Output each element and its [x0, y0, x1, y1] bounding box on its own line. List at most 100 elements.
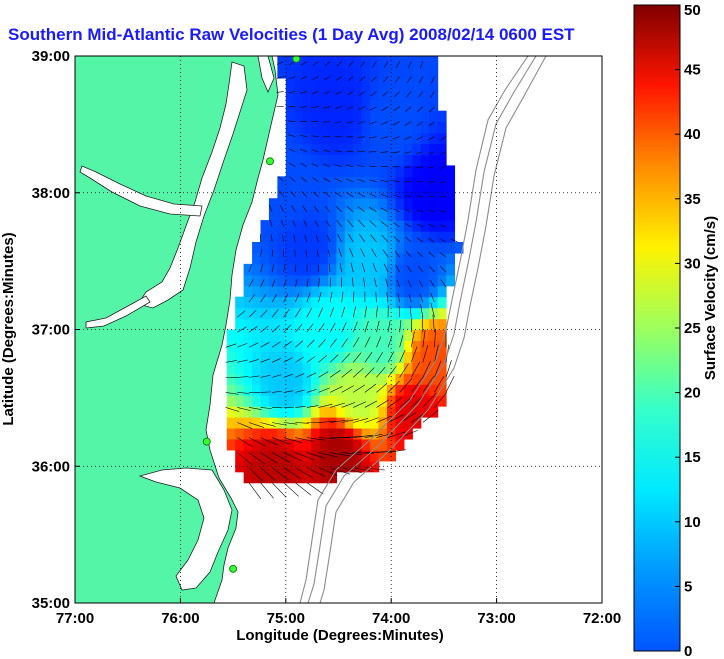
- velocity-vector: [348, 233, 354, 243]
- velocity-vector: [260, 452, 278, 464]
- velocity-vector: [294, 264, 297, 273]
- velocity-cell: [370, 252, 380, 265]
- velocity-cell: [344, 99, 354, 112]
- velocity-cell: [386, 285, 397, 298]
- velocity-cell: [429, 406, 439, 418]
- velocity-cell: [370, 231, 380, 243]
- velocity-cell: [319, 99, 329, 112]
- velocity-cell: [294, 99, 304, 112]
- velocity-cell: [226, 395, 236, 407]
- velocity-cell: [260, 373, 270, 385]
- velocity-cell: [344, 154, 354, 166]
- velocity-vector: [316, 249, 319, 258]
- velocity-vector: [439, 181, 447, 183]
- velocity-vector: [300, 91, 307, 94]
- velocity-cell: [395, 351, 405, 363]
- velocity-cell: [327, 395, 337, 407]
- velocity-cell: [378, 176, 388, 188]
- velocity-vector: [359, 76, 366, 82]
- velocity-cell: [277, 296, 287, 309]
- velocity-vector: [348, 61, 354, 67]
- velocity-cell: [336, 263, 346, 276]
- velocity-vector: [440, 136, 447, 141]
- velocity-vector: [404, 222, 412, 228]
- velocity-cell: [277, 241, 287, 254]
- velocity-cell: [311, 318, 321, 331]
- velocity-cell: [252, 340, 262, 352]
- velocity-cell: [412, 209, 422, 221]
- velocity-cell: [260, 417, 270, 429]
- colorbar-gradient: [633, 4, 681, 652]
- velocity-cell: [429, 77, 439, 90]
- velocity-vector: [237, 437, 254, 448]
- velocity-cell: [420, 340, 430, 352]
- velocity-cell: [353, 154, 363, 166]
- velocity-cell: [226, 438, 236, 451]
- velocity-vector: [311, 91, 319, 94]
- velocity-vector: [430, 292, 435, 303]
- velocity-cell: [285, 427, 295, 440]
- velocity-cell: [327, 241, 337, 254]
- velocity-vector: [290, 190, 296, 198]
- velocity-cell: [353, 406, 363, 418]
- velocity-vector: [295, 422, 309, 424]
- velocity-cell: [268, 438, 278, 451]
- velocity-cell: [395, 99, 405, 112]
- velocity-vector: [323, 106, 331, 109]
- velocity-vector: [260, 294, 267, 303]
- velocity-cell: [378, 263, 388, 276]
- velocity-cell: [268, 449, 278, 462]
- velocity-cell: [327, 307, 337, 320]
- velocity-vector: [318, 355, 328, 363]
- velocity-cell: [429, 241, 439, 254]
- velocity-cell: [437, 318, 447, 331]
- velocity-vector: [357, 165, 365, 168]
- velocity-cell: [285, 438, 295, 451]
- velocity-vector: [399, 349, 406, 363]
- velocity-cell: [361, 176, 371, 188]
- velocity-cell: [386, 373, 397, 385]
- velocity-cell: [260, 318, 270, 331]
- velocity-cell: [327, 165, 337, 177]
- velocity-vector: [376, 383, 388, 393]
- velocity-vector: [404, 166, 412, 168]
- velocity-vector: [280, 205, 284, 213]
- velocity-vector: [288, 148, 296, 152]
- velocity-cell: [285, 362, 295, 374]
- velocity-cell: [446, 274, 456, 287]
- velocity-cell: [361, 77, 371, 90]
- velocity-vector: [248, 375, 260, 378]
- velocity-cell: [260, 296, 270, 309]
- velocity-cell: [386, 176, 397, 188]
- velocity-vector: [312, 191, 319, 198]
- velocity-vector: [387, 320, 391, 333]
- velocity-cell: [378, 165, 388, 177]
- velocity-cell: [243, 351, 253, 363]
- velocity-cell: [395, 198, 405, 210]
- velocity-cell: [235, 296, 245, 309]
- velocity-cell: [370, 88, 380, 101]
- velocity-vector: [369, 121, 377, 125]
- velocity-cell: [336, 427, 346, 440]
- velocity-vector: [353, 401, 367, 408]
- velocity-cell: [268, 220, 278, 232]
- velocity-cell: [336, 373, 346, 385]
- velocity-cell: [370, 99, 380, 112]
- velocity-vector: [347, 76, 354, 82]
- velocity-cell: [378, 274, 388, 287]
- x-tick-label: 75:00: [267, 610, 305, 627]
- velocity-cell: [311, 241, 321, 254]
- velocity-cell: [403, 176, 413, 188]
- velocity-cell: [429, 132, 439, 145]
- velocity-vector: [271, 482, 287, 498]
- velocity-cell: [277, 285, 287, 298]
- velocity-vector: [329, 291, 333, 303]
- velocity-cell: [378, 252, 388, 265]
- velocity-cell: [378, 154, 388, 166]
- velocity-vector: [260, 467, 277, 482]
- radar-station: [229, 564, 238, 573]
- velocity-cell: [268, 231, 278, 243]
- velocity-cell: [327, 318, 337, 331]
- velocity-vector: [295, 373, 305, 378]
- velocity-cell: [327, 198, 337, 210]
